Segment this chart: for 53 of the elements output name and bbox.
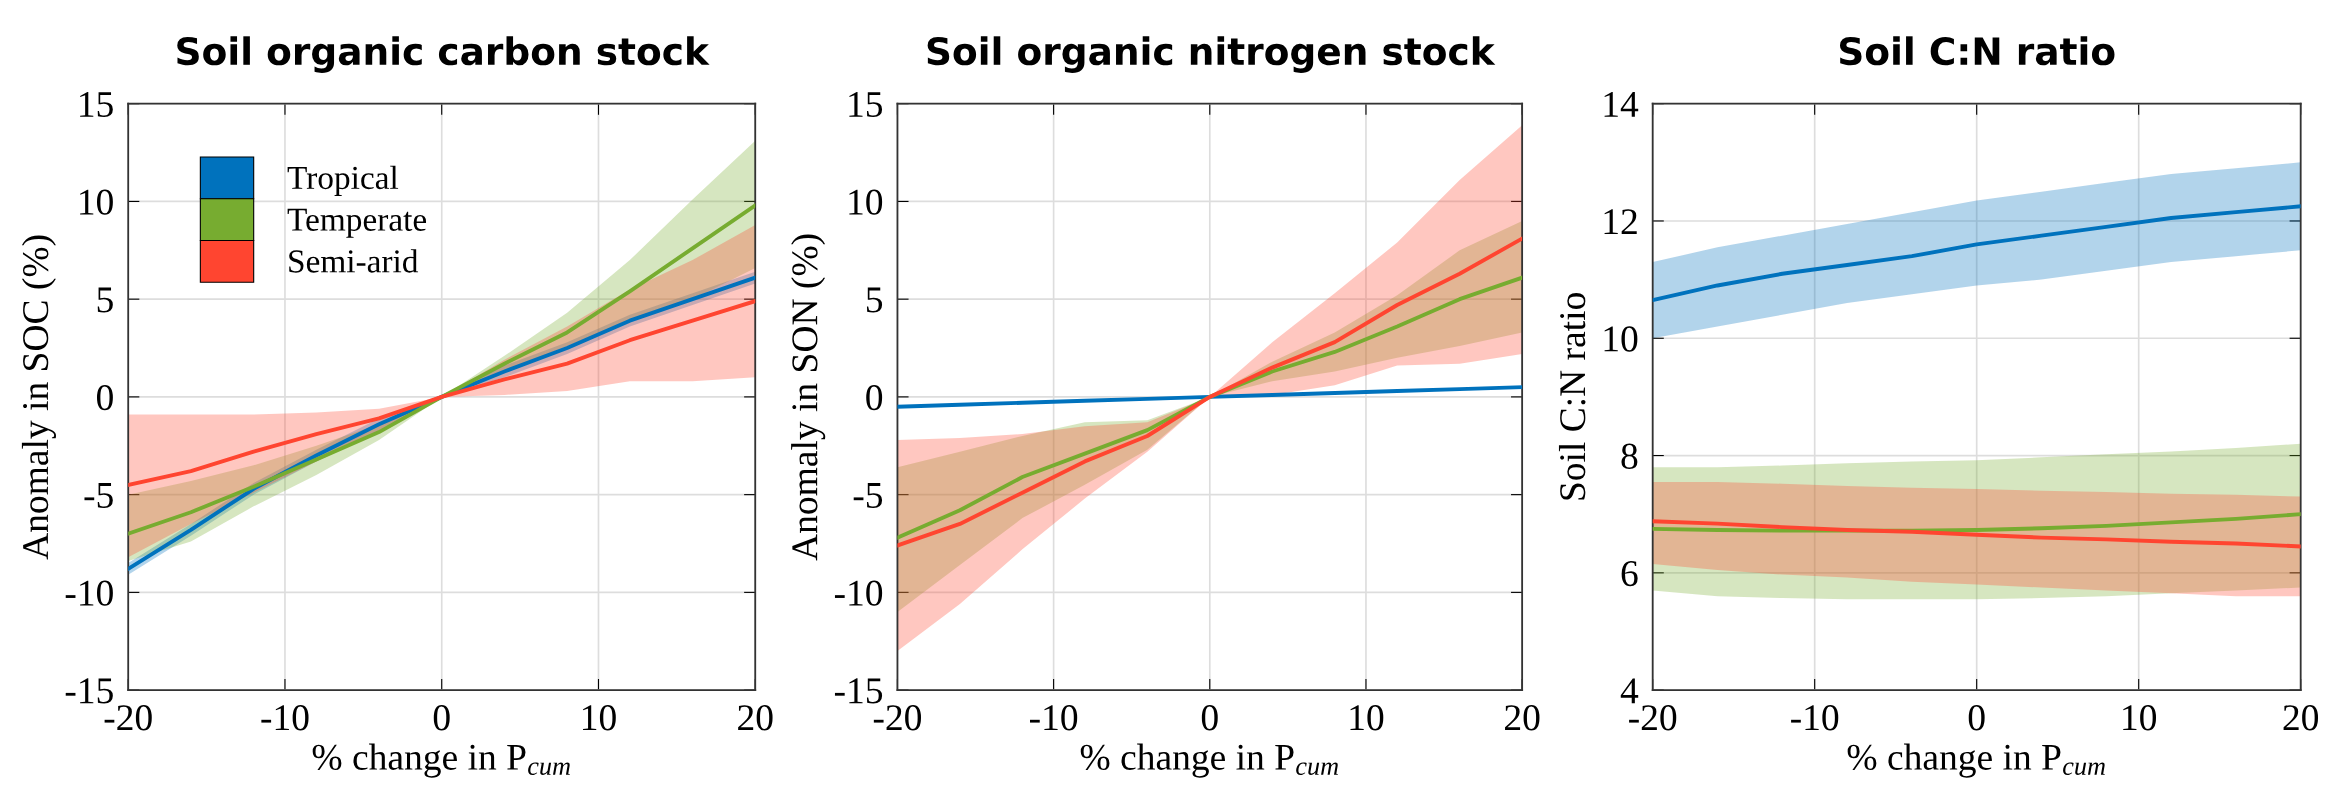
- y-tick-label: 10: [80, 189, 113, 215]
- y-tick-label: 12: [1604, 209, 1637, 234]
- y-tick-label: 15: [80, 91, 113, 118]
- legend-label: Temperate: [287, 208, 427, 238]
- y-tick-label: -10: [65, 580, 113, 606]
- y-tick-label: 5: [97, 287, 113, 313]
- y-tick-label: -5: [84, 483, 113, 509]
- line-series: [897, 236, 1523, 548]
- y-tick-label: 4: [1620, 678, 1639, 704]
- line-series: [897, 385, 1523, 409]
- x-axis-title: % change in P$_{cum}$: [312, 743, 570, 778]
- x-tick-label: 0: [433, 705, 450, 731]
- x-tick-label: -20: [873, 705, 921, 731]
- y-tick-label: 0: [866, 384, 883, 411]
- x-tick-label: 10: [2123, 705, 2157, 731]
- x-tick-label: -10: [261, 705, 309, 731]
- x-tick-label: -10: [1030, 705, 1078, 731]
- line-series: [1652, 519, 2301, 549]
- y-tick-label: -5: [853, 483, 883, 509]
- y-tick-label: -10: [834, 580, 883, 606]
- y-tick-label: -15: [65, 678, 113, 704]
- line-series: [897, 275, 1523, 540]
- y-tick-label: 0: [97, 384, 113, 411]
- chart-title: Soil organic carbon stock: [177, 36, 710, 73]
- x-tick-label: 20: [1505, 705, 1540, 731]
- y-tick-label: 10: [849, 189, 883, 215]
- x-tick-label: 0: [1968, 705, 1985, 731]
- x-axis-title: % change in P$_{cum}$: [1080, 743, 1338, 778]
- y-tick-label: 6: [1621, 561, 1638, 587]
- x-axis-title: % change in P$_{cum}$: [1847, 743, 2105, 778]
- y-tick-label: 15: [849, 91, 883, 118]
- legend-label: Tropical: [287, 165, 399, 196]
- x-tick-label: 20: [738, 705, 773, 731]
- x-tick-label: 20: [2283, 705, 2319, 731]
- y-tick-label: 10: [1604, 326, 1638, 352]
- x-tick-label: 0: [1201, 705, 1218, 731]
- y-tick-label: 14: [1604, 91, 1639, 117]
- y-tick-label: 5: [866, 287, 883, 313]
- y-axis-title: Soil C:N ratio: [1558, 293, 1586, 500]
- line-series: [1652, 204, 2301, 303]
- legend-label: Semi-arid: [289, 249, 419, 273]
- y-tick-label: -15: [834, 678, 883, 704]
- y-axis-title: Anomaly in SOC (%): [21, 235, 56, 560]
- y-tick-label: 8: [1621, 443, 1638, 469]
- x-tick-label: -20: [1629, 705, 1677, 731]
- x-tick-label: 10: [583, 705, 616, 731]
- y-axis-title: Anomaly in SON (%): [791, 234, 826, 561]
- x-tick-label: -10: [1791, 705, 1839, 731]
- line-series: [128, 299, 756, 487]
- chart-title: Soil C:N ratio: [1839, 36, 2115, 66]
- x-tick-label: 10: [1350, 705, 1384, 731]
- chart-title: Soil organic nitrogen stock: [927, 36, 1496, 73]
- x-tick-label: -20: [104, 705, 152, 731]
